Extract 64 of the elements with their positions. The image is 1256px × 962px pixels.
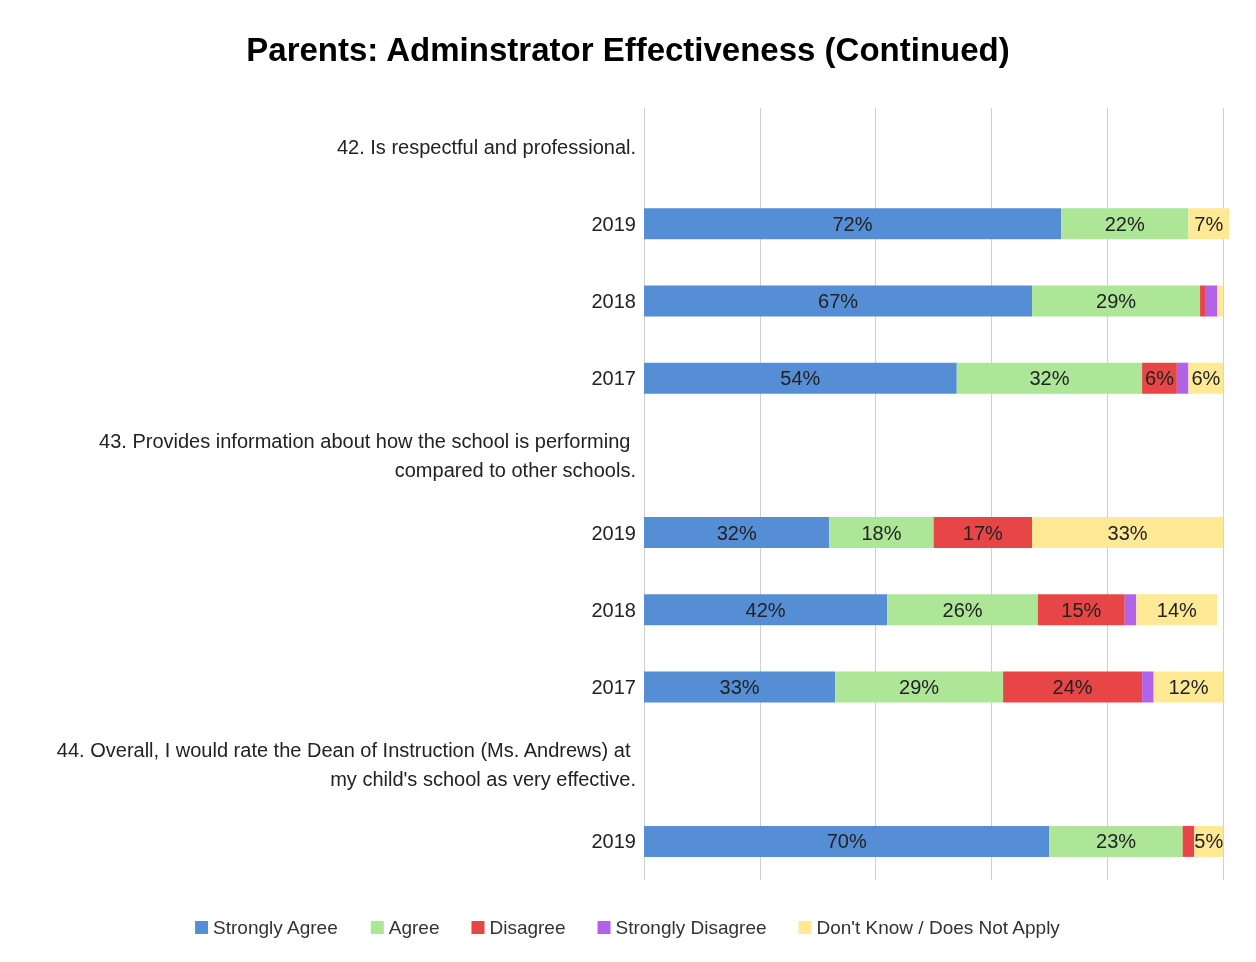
y-tick-label: 2019: [591, 212, 636, 235]
bar: [1124, 594, 1137, 626]
bar: [1176, 362, 1189, 394]
data-label: 32%: [1029, 367, 1070, 390]
bar: [956, 362, 1143, 394]
data-label: 29%: [1096, 290, 1137, 312]
bar: [644, 517, 830, 549]
bar: [644, 362, 957, 394]
legend-label: Strongly Disagree: [615, 917, 767, 938]
data-label: 70%: [826, 830, 867, 853]
data-label: 17%: [962, 521, 1004, 544]
bar: [1032, 517, 1224, 549]
data-label: 7%: [1194, 212, 1224, 235]
data-label: 6%: [1191, 367, 1221, 390]
bar: [644, 285, 1033, 317]
y-tick-label: 42. Is respectful and professional.: [336, 135, 636, 158]
bar: [1217, 285, 1224, 317]
data-label: 33%: [719, 676, 760, 698]
data-label: 14%: [1156, 598, 1198, 621]
data-label: 54%: [780, 367, 821, 390]
y-tick-label: 2017: [591, 367, 636, 390]
data-label: 42%: [745, 598, 786, 621]
data-label: 18%: [861, 521, 902, 544]
bar: [887, 594, 1038, 626]
legend-label: Disagree: [489, 917, 566, 938]
bar: [1049, 825, 1183, 857]
bar: [1142, 671, 1154, 703]
data-label: 23%: [1096, 830, 1137, 853]
data-label: 67%: [818, 290, 859, 312]
bar: [835, 671, 1004, 703]
y-tick-label: 2018: [591, 598, 636, 621]
data-label: 15%: [1061, 598, 1102, 621]
data-label: 32%: [716, 521, 757, 544]
data-label: 5%: [1194, 830, 1224, 853]
bar: [644, 671, 836, 703]
bar: [1061, 208, 1189, 240]
y-tick-label: 2017: [591, 676, 636, 698]
bar: [1032, 285, 1201, 317]
bar: [644, 208, 1062, 240]
data-label: 22%: [1104, 212, 1145, 235]
chart-title: Parents: Adminstrator Effectiveness (Continued): [246, 31, 1010, 68]
data-label: 29%: [899, 676, 940, 698]
bar: [933, 517, 1033, 549]
y-tick-label: 2018: [591, 290, 636, 312]
data-label: 6%: [1145, 367, 1175, 390]
data-label: 72%: [832, 212, 873, 235]
bar: [1003, 671, 1143, 703]
bar: [644, 825, 1050, 857]
y-tick-label: 43. Provides information about how the school is performing compared to other schools.: [99, 429, 636, 481]
data-label: 12%: [1168, 676, 1209, 698]
bar: [829, 517, 934, 549]
bar: [644, 594, 888, 626]
bar: [1182, 825, 1195, 857]
y-tick-label: 2019: [591, 521, 636, 544]
legend-label: Strongly Agree: [213, 917, 338, 938]
data-label: 24%: [1052, 676, 1093, 698]
bar: [1205, 285, 1218, 317]
y-tick-label: 2019: [591, 830, 636, 853]
data-label: 26%: [942, 598, 983, 621]
legend-label: Agree: [388, 917, 440, 938]
data-label: 33%: [1107, 521, 1148, 544]
y-tick-label: 44. Overall, I would rate the Dean of Instruction (Ms. Andrews) at my child's school as very effective.: [56, 738, 636, 790]
legend-label: Don't Know / Does Not Apply: [816, 917, 1061, 938]
bar: [1200, 285, 1206, 317]
